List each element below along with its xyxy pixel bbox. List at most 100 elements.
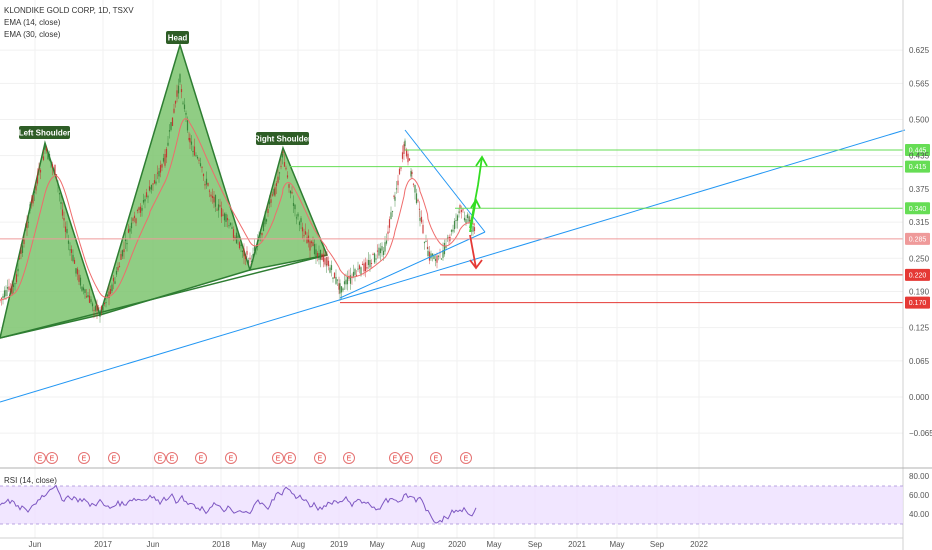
earnings-marker: E xyxy=(108,452,120,464)
price-candle-body xyxy=(139,206,142,213)
price-candle-body xyxy=(2,295,4,299)
price-candle-body xyxy=(259,232,262,234)
price-candle-body xyxy=(136,209,139,211)
price-candle-body xyxy=(401,152,404,159)
earnings-marker-label: E xyxy=(50,456,55,463)
price-candle-body xyxy=(381,246,383,251)
price-candle-body xyxy=(369,259,371,268)
level-tag xyxy=(905,296,930,309)
price-candle-body xyxy=(105,302,107,304)
earnings-marker: E xyxy=(460,452,472,464)
price-candle-body xyxy=(44,144,46,150)
price-candle-body xyxy=(249,257,251,260)
price-candle-body xyxy=(410,170,412,177)
price-candle-body xyxy=(222,214,224,216)
price-candle-body xyxy=(112,277,115,282)
price-candle-body xyxy=(304,231,307,235)
price-candle-body xyxy=(9,288,12,291)
price-candle-body xyxy=(182,102,184,104)
price-candle-body xyxy=(198,159,200,161)
price-axis: 0.625 0.565 0.500 0.435 0.375 0.315 0.250 0.190… xyxy=(909,46,932,438)
price-candle-body xyxy=(472,226,474,232)
price-candle-body xyxy=(76,268,79,275)
time-tick-label: May xyxy=(486,540,501,549)
price-candle-body xyxy=(84,289,86,293)
price-candle-body xyxy=(321,253,323,261)
level-tag xyxy=(905,160,930,173)
price-candle-body xyxy=(216,209,218,211)
time-axis: Jun 2017 Jun 2018 May Aug 2019 May Aug 2020 May Sep… xyxy=(29,540,709,549)
price-candle-body xyxy=(465,218,467,223)
price-candle-body xyxy=(398,168,401,175)
earnings-marker-label: E xyxy=(405,456,410,463)
rsi-tick-label: 40.00 xyxy=(909,510,930,519)
earnings-marker: E xyxy=(314,452,326,464)
price-candle-body xyxy=(42,156,45,160)
price-candle-body xyxy=(319,249,322,260)
price-candle-body xyxy=(41,156,43,159)
price-candle-body xyxy=(430,253,432,259)
price-candle-body xyxy=(363,263,365,272)
earnings-marker: E xyxy=(272,452,284,464)
price-candle-body xyxy=(156,172,159,174)
earnings-marker-label: E xyxy=(170,456,175,463)
price-candle-body xyxy=(78,274,80,282)
price-candle-body xyxy=(219,205,221,207)
price-candle-body xyxy=(88,295,91,303)
head-label: Head xyxy=(166,31,189,44)
price-candle-body xyxy=(17,268,19,272)
price-candle-body xyxy=(310,241,313,244)
price-candle-body xyxy=(448,237,450,239)
price-candle-body xyxy=(414,184,416,193)
price-candle-body xyxy=(102,306,104,312)
price-candle-body xyxy=(214,195,217,207)
price-candle-body xyxy=(29,204,31,211)
price-candle-body xyxy=(228,225,230,227)
earnings-marker-circle xyxy=(389,452,401,464)
earnings-marker: E xyxy=(78,452,90,464)
price-candle-body xyxy=(241,250,244,253)
earnings-marker-circle xyxy=(343,452,355,464)
price-candle-body xyxy=(384,242,386,252)
price-candle-body xyxy=(53,169,55,171)
price-candle-body xyxy=(152,183,154,185)
price-candle-body xyxy=(91,303,94,307)
price-candle-body xyxy=(142,200,145,203)
price-candle-body xyxy=(338,283,340,290)
price-candle-body xyxy=(35,185,37,191)
earnings-marker: E xyxy=(401,452,413,464)
price-candle-body xyxy=(201,166,203,168)
price-candle-body xyxy=(278,172,281,174)
price-candle-body xyxy=(295,217,298,219)
price-candle-body xyxy=(450,230,453,232)
price-candle-body xyxy=(96,304,98,312)
earnings-marker: E xyxy=(34,452,46,464)
price-candle-body xyxy=(330,265,333,271)
price-candle-body xyxy=(286,175,289,178)
price-candle-body xyxy=(85,296,88,298)
price-candle-body xyxy=(390,212,392,220)
price-candle-body xyxy=(190,141,193,145)
price-candle-body xyxy=(48,154,51,161)
earnings-marker: E xyxy=(46,452,58,464)
price-candle-body xyxy=(292,203,295,206)
price-candle-body xyxy=(55,174,58,176)
price-candle-body xyxy=(208,190,211,192)
price-candle-body xyxy=(115,270,118,275)
price-candle-body xyxy=(133,215,136,219)
price-candle-body xyxy=(27,221,30,223)
price-candle-body xyxy=(322,254,325,262)
price-candle-body xyxy=(459,205,461,209)
price-candle-body xyxy=(70,249,73,253)
price-candle-body xyxy=(261,232,263,236)
price-candle-body xyxy=(391,211,394,213)
price-tick-label: 0.065 xyxy=(909,357,930,366)
level-tag-label: 0.340 xyxy=(909,206,927,213)
price-candle-body xyxy=(153,180,156,184)
price-candle-body xyxy=(358,265,361,270)
price-candle-body xyxy=(271,194,274,196)
price-candle-body xyxy=(188,137,190,140)
price-candle-body xyxy=(106,294,109,298)
price-candle-body xyxy=(288,184,290,188)
price-candle-body xyxy=(0,297,3,299)
